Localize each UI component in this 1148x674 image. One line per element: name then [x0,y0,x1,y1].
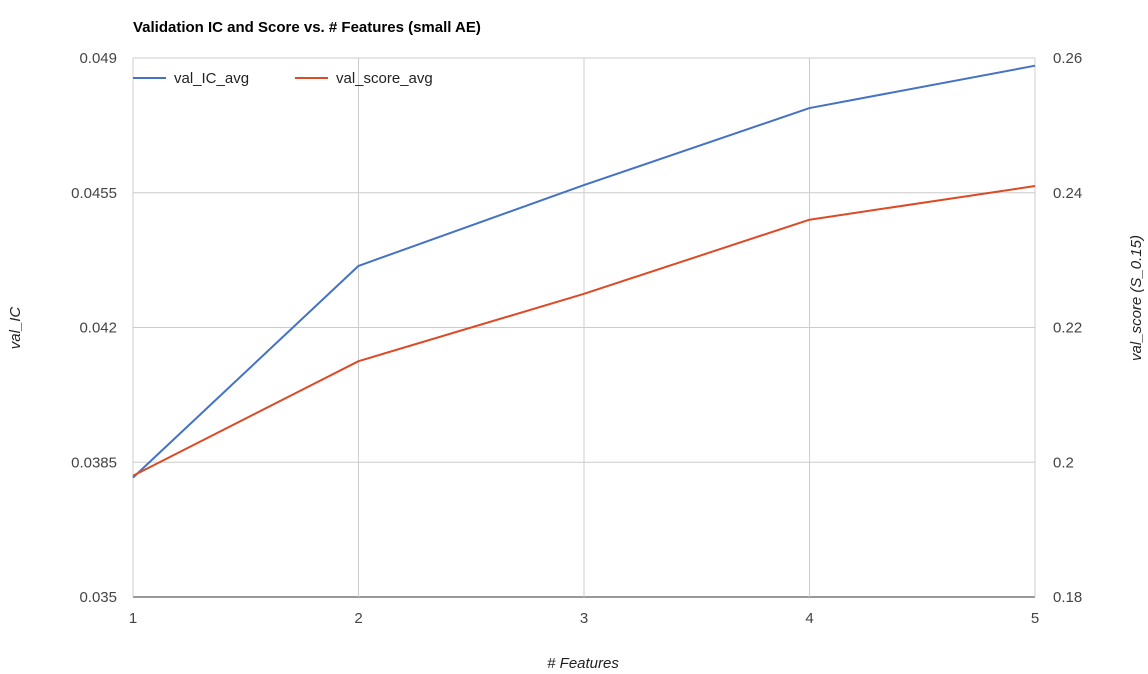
legend-label-val-IC-avg: val_IC_avg [174,70,249,87]
chart-title: Validation IC and Score vs. # Features (… [133,19,481,36]
x-tick-label: 4 [805,610,813,627]
right-y-tick-label: 0.22 [1053,320,1082,337]
x-tick-label: 2 [354,610,362,627]
series-line-val-score-avg [132,185,1036,477]
right-y-tick-label: 0.24 [1053,185,1082,202]
right-y-tick-label: 0.18 [1053,589,1082,606]
x-tick-label: 1 [129,610,137,627]
left-y-tick-label: 0.042 [79,320,117,337]
left-y-tick-label: 0.0455 [71,185,117,202]
x-axis: 1 2 3 4 5 [129,610,1039,627]
left-y-axis: 0.035 0.0385 0.042 0.0455 0.049 [71,50,117,606]
right-y-axis: 0.18 0.2 0.22 0.24 0.26 [1053,50,1082,606]
right-y-tick-label: 0.26 [1053,50,1082,67]
x-tick-label: 3 [580,610,588,627]
grid [132,57,1036,598]
x-tick-label: 5 [1031,610,1039,627]
x-axis-title: # Features [547,655,619,672]
legend-label-val-score-avg: val_score_avg [336,70,433,87]
right-y-tick-label: 0.2 [1053,454,1074,471]
series-layer [132,64,1036,479]
left-y-tick-label: 0.035 [79,589,117,606]
legend: val_IC_avg val_score_avg [133,70,433,87]
left-y-tick-label: 0.049 [79,50,117,67]
left-y-axis-title: val_IC [7,307,24,350]
right-y-axis-title: val_score (S_0.15) [1128,235,1145,361]
left-y-tick-label: 0.0385 [71,454,117,471]
series-line-val-IC-avg [132,64,1036,479]
